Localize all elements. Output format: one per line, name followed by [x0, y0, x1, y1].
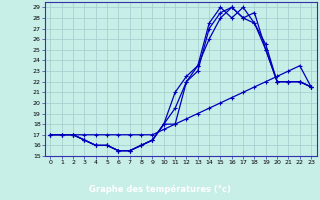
Text: Graphe des températures (°c): Graphe des températures (°c) [89, 184, 231, 194]
